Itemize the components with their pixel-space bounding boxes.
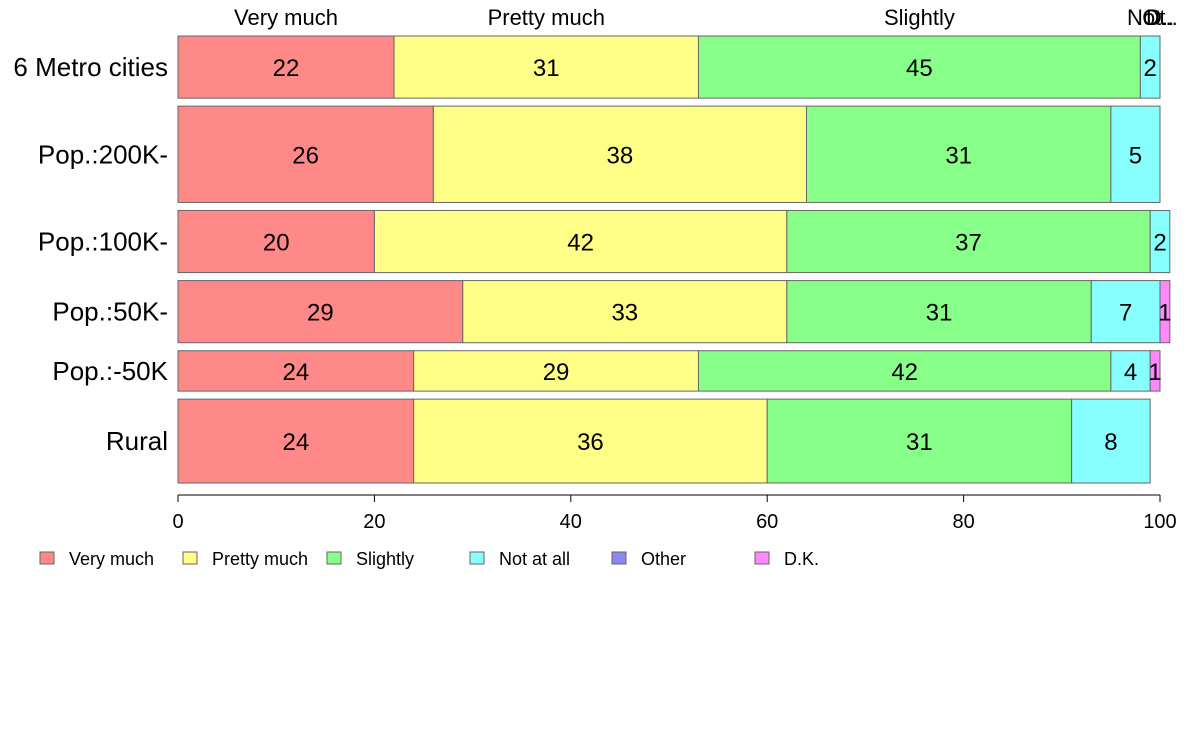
legend-item: Slightly (326, 549, 414, 569)
bar-segment (373, 209, 788, 274)
legend-item: Very much (39, 549, 154, 569)
data-label: 31 (945, 142, 972, 169)
legend-label: Slightly (356, 549, 414, 569)
data-label: 42 (567, 230, 594, 257)
bar-segment (1110, 105, 1161, 203)
category-label: Pop.:-50K (52, 356, 168, 386)
bar-row: 22 31 45 2 (177, 35, 1161, 99)
data-label: 20 (263, 230, 290, 257)
bar-segment (1090, 280, 1161, 344)
bar-segment (786, 209, 1151, 274)
bar-segment (697, 350, 1112, 392)
legend-label: Not at all (499, 549, 570, 569)
data-label: 31 (906, 429, 933, 456)
data-label: 24 (282, 359, 309, 386)
data-label: 45 (906, 55, 933, 82)
legend-label: Pretty much (212, 549, 308, 569)
bar-segment (177, 209, 375, 274)
bar-row: 24 29 42 4 1 (177, 350, 1162, 392)
bar-segment (1149, 350, 1161, 392)
category-label: Pop.:100K- (38, 227, 168, 257)
data-label: 26 (292, 142, 319, 169)
legend-swatch (469, 551, 485, 565)
legend-item: Not at all (469, 549, 570, 569)
legend-item: Pretty much (182, 549, 308, 569)
bar-segment (1071, 398, 1151, 484)
data-label: 33 (611, 300, 638, 327)
x-tick-label: 80 (952, 511, 974, 533)
bar-segment (697, 35, 1141, 99)
bar-segment (1110, 350, 1151, 392)
category-label: 6 Metro cities (13, 52, 168, 82)
x-tick-label: 40 (560, 511, 582, 533)
bar-segment (766, 398, 1073, 484)
data-label: 2 (1153, 230, 1166, 257)
data-label: 29 (543, 359, 570, 386)
bars: 22 31 45 226 38 31 520 42 37 229 33 31 7 124 29 42 4 124 3… (177, 35, 1172, 484)
top-label: Pretty much (488, 5, 605, 30)
data-label: 8 (1104, 429, 1117, 456)
legend-label: Very much (69, 549, 154, 569)
data-label: 1 (1148, 359, 1161, 386)
bar-segment (432, 105, 807, 203)
data-label: 38 (607, 142, 634, 169)
bar-segment (413, 350, 699, 392)
bar-segment (177, 398, 415, 484)
bar-row: 26 38 31 5 (177, 105, 1161, 203)
category-label: Pop.:50K- (52, 297, 168, 327)
x-tick-label: 60 (756, 511, 778, 533)
bar-segment (1149, 209, 1171, 274)
bar-segment (1139, 35, 1161, 99)
x-tick-label: 0 (172, 511, 183, 533)
data-label: 37 (955, 230, 982, 257)
x-tick-label: 100 (1143, 511, 1176, 533)
top-label: Ot.. (1142, 5, 1177, 30)
legend-item: Other (611, 549, 686, 569)
data-label: 4 (1124, 359, 1137, 386)
data-label: 24 (282, 429, 309, 456)
bar-segment (1159, 280, 1171, 344)
top-labels: Very much Pretty much Slightly Not..Ot..D.. (234, 5, 1178, 30)
category-label: Pop.:200K- (38, 139, 168, 169)
bar-segment (177, 35, 395, 99)
bar-row: 29 33 31 7 1 (177, 280, 1172, 344)
bar-segment (413, 398, 768, 484)
bar-segment (177, 280, 464, 344)
data-label: 36 (577, 429, 604, 456)
top-label: Slightly (884, 5, 955, 30)
bar-row: 20 42 37 2 (177, 209, 1171, 274)
bar-segment (462, 280, 788, 344)
data-label: 31 (926, 300, 953, 327)
bar-row: 24 36 31 8 (177, 398, 1151, 484)
bar-segment (177, 350, 415, 392)
bar-segment (786, 280, 1092, 344)
data-label: 5 (1129, 142, 1142, 169)
bar-segment (805, 105, 1112, 203)
legend-label: Other (641, 549, 686, 569)
x-axis: 0 20 40 60 80 100 (172, 494, 1177, 533)
top-label: Not.. (1127, 5, 1173, 30)
data-label: 22 (273, 55, 300, 82)
legend: Very much Pretty much Slightly Not at all Ot… (39, 549, 819, 569)
top-label: D.. (1146, 5, 1174, 30)
data-label: 2 (1144, 55, 1157, 82)
legend-item: D.K. (754, 549, 819, 569)
data-label: 29 (307, 300, 334, 327)
legend-swatch (611, 551, 627, 565)
bar-segment (177, 105, 434, 203)
category-labels: 6 Metro cities Pop.:200K- Pop.:100K- Pop.:5… (13, 52, 168, 456)
top-label: Very much (234, 5, 338, 30)
category-label: Rural (106, 426, 168, 456)
data-label: 7 (1119, 300, 1132, 327)
data-label: 42 (891, 359, 918, 386)
legend-swatch (182, 551, 198, 565)
legend-swatch (39, 551, 55, 565)
data-label: 31 (533, 55, 560, 82)
legend-swatch (326, 551, 342, 565)
x-tick-label: 20 (363, 511, 385, 533)
legend-swatch (754, 551, 770, 565)
legend-label: D.K. (784, 549, 819, 569)
data-label: 1 (1158, 300, 1171, 327)
